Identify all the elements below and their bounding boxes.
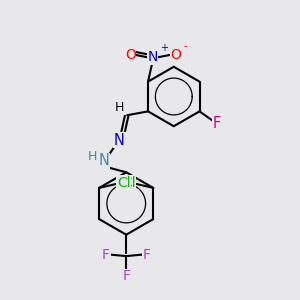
- Text: F: F: [213, 116, 221, 131]
- Text: F: F: [102, 248, 110, 262]
- Text: Cl: Cl: [122, 176, 136, 190]
- Text: H: H: [115, 101, 124, 114]
- Text: O: O: [170, 48, 181, 62]
- Text: -: -: [184, 41, 188, 51]
- Text: +: +: [160, 43, 168, 53]
- Text: H: H: [88, 150, 98, 163]
- Text: N: N: [99, 154, 110, 169]
- Text: F: F: [142, 248, 150, 262]
- Text: O: O: [125, 48, 136, 62]
- Text: Cl: Cl: [117, 176, 130, 190]
- Text: F: F: [122, 269, 130, 283]
- Text: N: N: [114, 133, 125, 148]
- Text: N: N: [147, 50, 158, 64]
